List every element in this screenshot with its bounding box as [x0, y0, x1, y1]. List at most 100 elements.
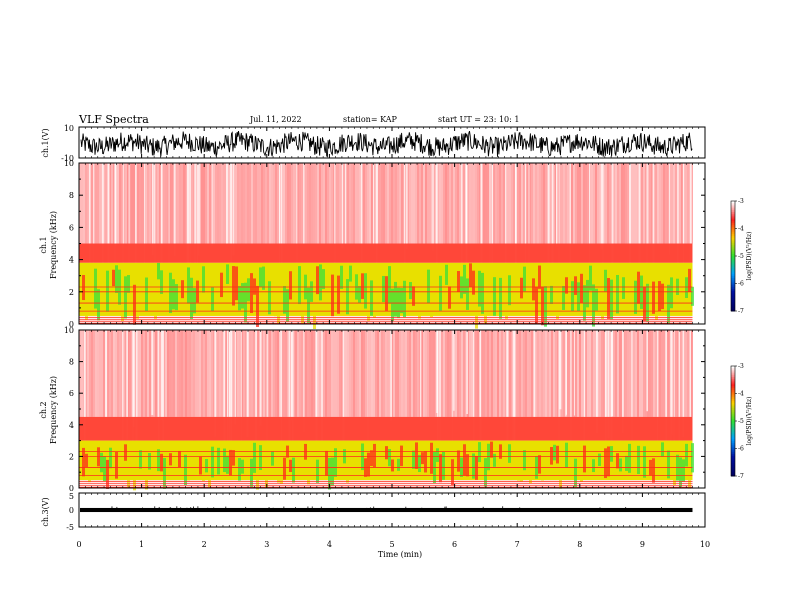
spectrogram-column	[117, 163, 119, 244]
spectrogram-streak	[259, 330, 262, 426]
spectrogram-column	[539, 330, 541, 417]
spectrogram-patch	[580, 457, 583, 483]
spectrogram-column	[107, 330, 109, 417]
colorbar-segment	[731, 472, 735, 475]
spectrogram-column	[381, 330, 383, 417]
spectrogram-patch	[172, 458, 175, 478]
spectrogram-streak	[505, 163, 507, 275]
spectrogram-patch	[424, 275, 427, 302]
spectrogram-patch	[421, 272, 424, 290]
spectrogram-column	[187, 330, 189, 417]
spectrogram-patch	[490, 441, 493, 458]
spectrogram-streak	[556, 163, 558, 247]
spectrogram-column	[651, 330, 653, 417]
spectrogram-patch	[259, 267, 262, 288]
spectrogram-streak	[607, 330, 610, 439]
spectrogram-column	[403, 163, 405, 244]
spectrogram-patch	[340, 265, 343, 289]
colorbar-segment	[731, 388, 735, 391]
spectrogram-column	[199, 330, 201, 417]
spectrogram-patch	[487, 279, 490, 303]
spectrogram-streak	[558, 330, 560, 445]
colorbar-segment	[731, 235, 735, 239]
spectrogram-patch	[442, 451, 445, 480]
spectrogram-patch	[679, 283, 682, 310]
spectrogram-column	[671, 163, 673, 244]
colorbar-segment	[731, 274, 735, 277]
spectrogram-patch	[307, 287, 310, 325]
spectrogram-column	[483, 330, 485, 417]
spectrogram-column	[109, 330, 111, 417]
spectrogram-patch	[322, 269, 325, 290]
spectrogram-patch	[148, 452, 151, 470]
ch1-spectrogram-image	[79, 163, 694, 329]
spectrogram-column	[201, 163, 203, 244]
ch1-spectrogram-ylabel: Frequency (kHz)	[49, 211, 58, 279]
spectrogram-streak	[460, 163, 463, 279]
spectrogram-patch	[445, 453, 448, 475]
spectrogram-patch	[514, 264, 517, 284]
spectrogram-patch	[667, 284, 670, 324]
colorbar-segment	[731, 263, 735, 266]
spectrogram-streak	[232, 163, 235, 256]
spectrogram-patch	[184, 273, 187, 296]
x-tick-label: 5	[389, 540, 394, 549]
spectrogram-column	[435, 330, 437, 417]
colorbar-segment	[731, 305, 735, 308]
colorbar-segment	[731, 435, 735, 438]
spectrogram-patch	[265, 281, 268, 299]
spectrogram-column	[659, 330, 661, 417]
spectrogram-column	[533, 163, 535, 244]
spectrogram-column	[493, 163, 495, 244]
spectrogram-column	[211, 330, 213, 417]
colorbar-segment	[731, 270, 735, 273]
spectrogram-patch	[412, 450, 415, 469]
spectrogram-patch	[640, 447, 643, 464]
spectrogram-patch	[499, 277, 502, 319]
spectrogram-column	[225, 330, 227, 417]
spectrogram-patch	[661, 283, 664, 310]
spectrogram-column	[233, 330, 235, 417]
spectrogram-streak	[367, 330, 369, 447]
spectrogram-column	[599, 330, 601, 417]
spectrogram-column	[447, 330, 449, 417]
spectrogram-streak	[512, 330, 515, 463]
spectrogram-column	[563, 163, 565, 244]
spectrogram-column	[277, 163, 279, 244]
spectrogram-column	[617, 330, 619, 417]
ch3-trace-band	[80, 507, 693, 513]
colorbar-segment	[731, 391, 735, 394]
spectrogram-streak	[406, 163, 408, 250]
spectrogram-column	[359, 330, 361, 417]
spectrogram-column	[427, 330, 429, 417]
spectrogram-column	[523, 330, 525, 417]
spectrogram-column	[541, 330, 543, 417]
spectrogram-column	[189, 330, 191, 417]
colorbar-segment	[731, 386, 735, 389]
spectrogram-column	[593, 163, 595, 244]
spectrogram-streak	[214, 330, 216, 437]
spectrogram-patch	[508, 275, 511, 306]
spectrogram-patch	[655, 444, 658, 475]
spectrogram-column	[295, 163, 297, 244]
spectrogram-streak	[168, 163, 170, 290]
spectrogram-column	[523, 163, 525, 244]
ch3-ytick-bottom: -5	[66, 523, 74, 532]
spectrogram-column	[627, 163, 629, 244]
colorbar-segment	[731, 208, 735, 211]
spectrogram-patch	[349, 265, 352, 282]
spectrogram-column	[597, 163, 599, 244]
spectrogram-patch	[658, 281, 661, 312]
spectrogram-streak	[565, 330, 567, 415]
spectrogram-streak	[135, 330, 138, 454]
spectrogram-streak	[376, 163, 379, 245]
spectrogram-column	[583, 163, 585, 244]
spectrogram-patch	[343, 271, 346, 288]
spectrogram-column	[573, 330, 575, 417]
spectrogram-column	[617, 163, 619, 244]
spectrogram-patch	[220, 444, 223, 464]
colorbar-segment	[731, 298, 735, 301]
spectrogram-column	[463, 163, 465, 244]
colorbar-segment	[731, 224, 735, 228]
y-tick-label: 2	[69, 452, 74, 461]
